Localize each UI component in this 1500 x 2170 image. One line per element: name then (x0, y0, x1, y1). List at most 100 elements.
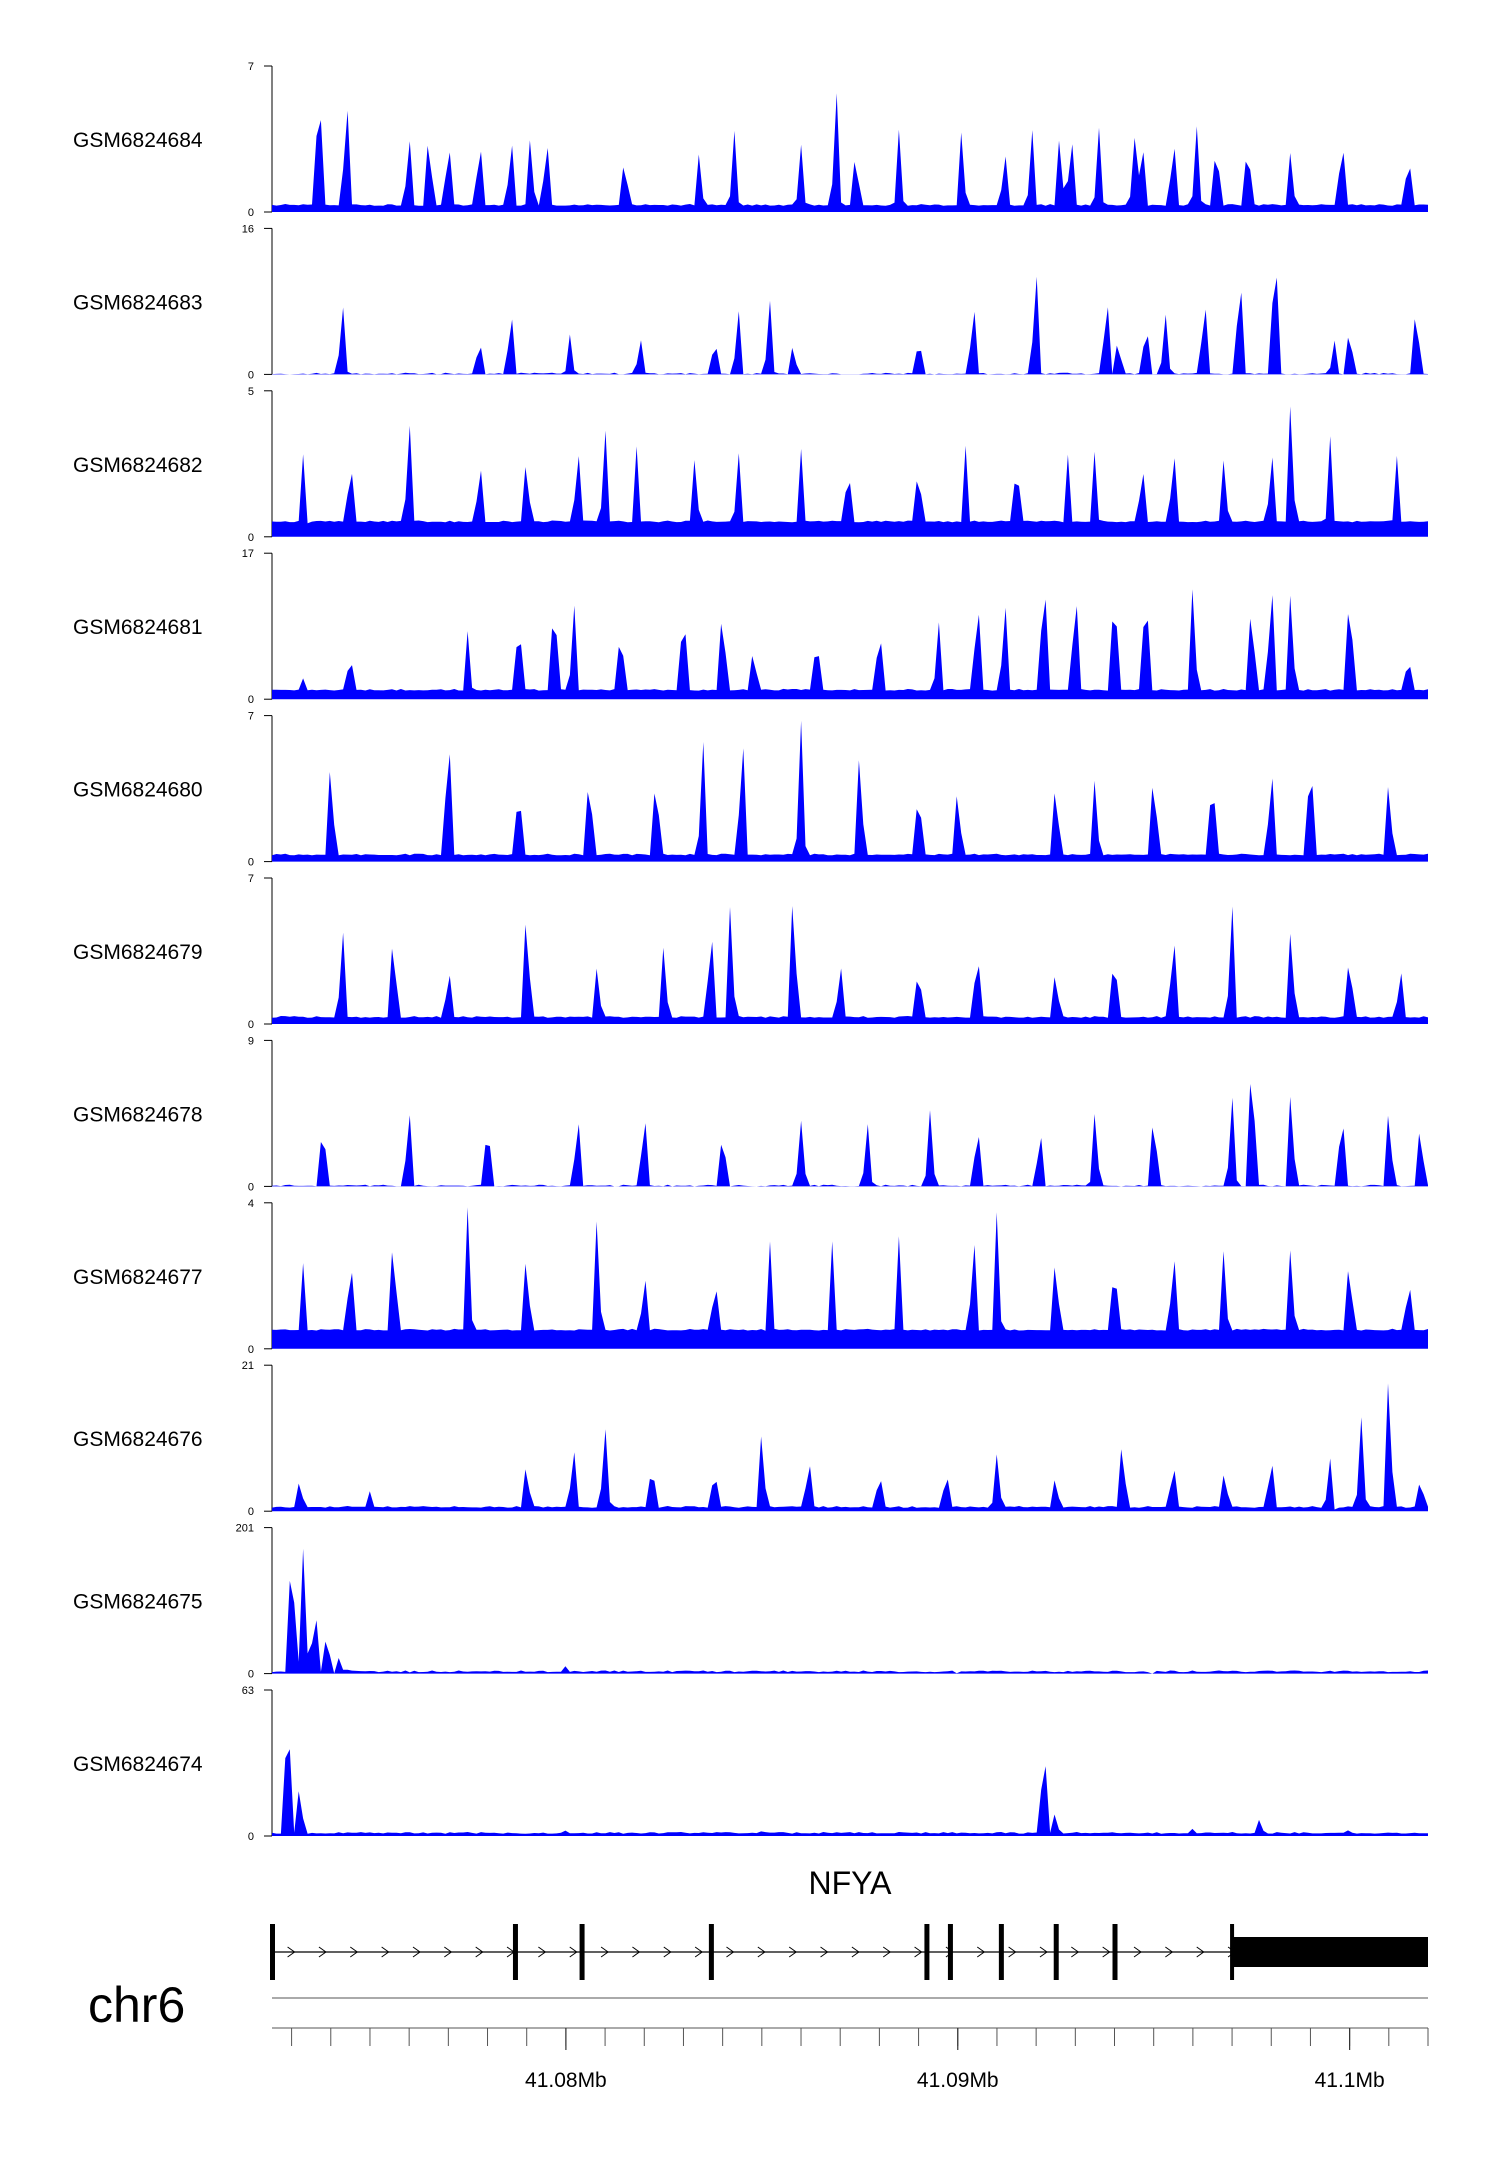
track-GSM6824679: GSM6824679 7 0 (73, 873, 1428, 1031)
y-max-label: 63 (242, 1685, 254, 1697)
strand-arrow (788, 1946, 798, 1958)
coverage-area (272, 1383, 1428, 1512)
gene-model (270, 1924, 1428, 1980)
y-max-label: 17 (242, 548, 254, 560)
strand-arrow (632, 1946, 641, 1958)
strand-arrow (726, 1946, 735, 1958)
x-tick-label: 41.08Mb (525, 2069, 607, 2092)
coverage-area (272, 1207, 1428, 1349)
track-GSM6824680: GSM6824680 7 0 (73, 711, 1428, 869)
exon (512, 1924, 518, 1980)
strand-arrow (882, 1946, 892, 1958)
gene-label: NFYA (809, 1865, 893, 1901)
coverage-area (272, 1084, 1428, 1187)
strand-arrow (914, 1946, 923, 1958)
strand-arrow (1196, 1946, 1205, 1958)
y-min-label: 0 (248, 1019, 254, 1031)
exon (1112, 1924, 1118, 1980)
strand-arrow (318, 1946, 327, 1958)
y-min-label: 0 (248, 694, 254, 706)
y-max-label: 5 (248, 386, 254, 398)
track-label: GSM6824680 (73, 779, 203, 802)
strand-arrow (475, 1946, 484, 1958)
y-max-label: 7 (248, 873, 254, 885)
exon (579, 1924, 585, 1980)
x-tick-label: 41.09Mb (917, 2069, 999, 2092)
strand-arrow (350, 1946, 359, 1958)
strand-arrow (851, 1946, 860, 1958)
strand-arrow (1039, 1946, 1048, 1958)
strand-arrow (444, 1946, 453, 1958)
y-min-label: 0 (248, 857, 254, 869)
coverage-area (272, 1548, 1428, 1674)
track-label: GSM6824684 (73, 129, 203, 152)
coverage-area (272, 406, 1428, 537)
coverage-area (272, 720, 1428, 862)
strand-arrow (600, 1946, 609, 1958)
strand-arrow (381, 1946, 390, 1958)
track-GSM6824674: GSM6824674 63 0 (73, 1685, 1428, 1843)
strand-arrow (412, 1946, 421, 1958)
y-min-label: 0 (248, 369, 254, 381)
coverage-area (272, 589, 1428, 700)
strand-arrow (569, 1946, 578, 1958)
track-label: GSM6824677 (73, 1266, 203, 1289)
x-tick-label: 41.1Mb (1315, 2069, 1385, 2092)
exon (924, 1924, 930, 1980)
track-label: GSM6824674 (73, 1753, 203, 1776)
utr-block (1232, 1937, 1428, 1967)
y-min-label: 0 (248, 1669, 254, 1681)
chromosome-label: chr6 (88, 1977, 185, 2033)
y-max-label: 21 (242, 1360, 254, 1372)
exon (998, 1924, 1004, 1980)
track-label: GSM6824682 (73, 454, 203, 477)
strand-arrow (538, 1946, 547, 1958)
strand-arrow (1165, 1946, 1174, 1958)
genomic-axis: 41.08Mb 41.09Mb 41.1Mb (272, 1997, 1429, 2092)
strand-arrow (1102, 1946, 1111, 1958)
y-max-label: 9 (248, 1035, 254, 1047)
track-GSM6824684: GSM6824684 7 0 (73, 61, 1428, 219)
track-label: GSM6824681 (73, 616, 203, 639)
strand-arrow (1008, 1946, 1017, 1958)
y-max-label: 4 (248, 1198, 254, 1210)
strand-arrow (820, 1946, 829, 1958)
coverage-area (272, 276, 1428, 375)
track-GSM6824683: GSM6824683 16 0 (73, 223, 1428, 381)
coverage-area (272, 1749, 1428, 1836)
track-label: GSM6824676 (73, 1428, 203, 1451)
track-label: GSM6824675 (73, 1591, 203, 1614)
track-label: GSM6824678 (73, 1103, 203, 1126)
strand-arrow (757, 1946, 766, 1958)
exon (1053, 1924, 1059, 1980)
y-max-label: 7 (248, 61, 254, 73)
y-min-label: 0 (248, 207, 254, 219)
track-GSM6824682: GSM6824682 5 0 (73, 386, 1428, 544)
y-max-label: 7 (248, 711, 254, 723)
y-min-label: 0 (248, 1181, 254, 1193)
track-GSM6824677: GSM6824677 4 0 (73, 1198, 1428, 1356)
y-max-label: 201 (236, 1523, 254, 1535)
strand-arrow (287, 1946, 296, 1958)
track-label: GSM6824683 (73, 291, 203, 314)
track-GSM6824676: GSM6824676 21 0 (73, 1360, 1428, 1518)
exon (270, 1924, 275, 1980)
exon (708, 1924, 714, 1980)
exon (947, 1924, 953, 1980)
strand-arrow (1133, 1946, 1142, 1958)
y-min-label: 0 (248, 532, 254, 544)
y-min-label: 0 (248, 1506, 254, 1518)
coverage-tracks: GSM682468470GSM6824683160GSM682468250GSM… (73, 61, 1428, 1843)
track-label: GSM6824679 (73, 941, 203, 964)
track-GSM6824675: GSM6824675 201 0 (73, 1523, 1428, 1681)
strand-arrow (663, 1946, 672, 1958)
track-GSM6824681: GSM6824681 17 0 (73, 548, 1428, 706)
y-min-label: 0 (248, 1344, 254, 1356)
track-GSM6824678: GSM6824678 9 0 (73, 1035, 1428, 1193)
y-min-label: 0 (248, 1831, 254, 1843)
strand-arrow (1071, 1946, 1080, 1958)
y-max-label: 16 (242, 223, 254, 235)
coverage-area (272, 906, 1428, 1024)
